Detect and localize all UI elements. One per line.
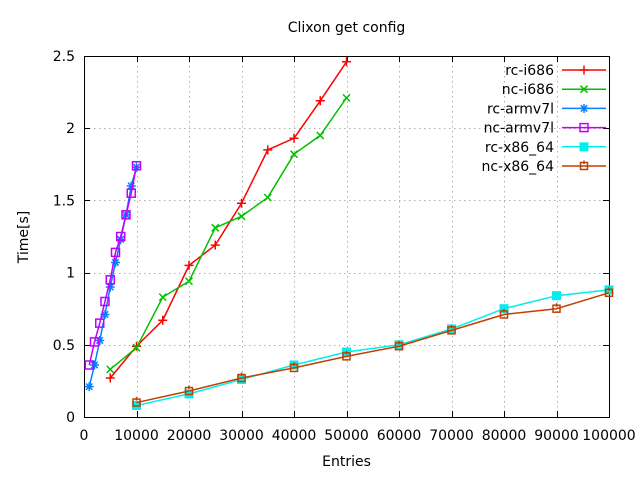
legend-item-nc-x86_64: nc-x86_64: [481, 159, 606, 175]
x-tick-label: 10000: [114, 428, 159, 444]
legend-label: nc-x86_64: [481, 159, 554, 175]
legend: rc-i686 nc-i686 rc-armv7l nc-armv7l rc-x86_6…: [481, 63, 606, 175]
marker-cross: [263, 193, 272, 202]
marker-square-open: [579, 122, 589, 133]
legend-item-nc-armv7l: nc-armv7l: [484, 121, 606, 137]
series-line-nc-x86_64: [136, 292, 610, 404]
marker-plus: [210, 240, 220, 250]
marker-asterisk: [111, 257, 120, 267]
marker-cross: [237, 212, 246, 221]
y-tick-label: 0.5: [53, 338, 75, 354]
axes: [84, 56, 610, 418]
marker-square-open: [110, 247, 121, 258]
series-nc-x86_64: [132, 287, 614, 407]
marker-plus: [105, 373, 115, 383]
x-tick-label: 20000: [167, 428, 212, 444]
marker-square-filled: [499, 304, 509, 314]
marker-asterisk: [95, 335, 105, 345]
marker-square-filled: [394, 340, 404, 350]
legend-label: rc-x86_64: [485, 140, 554, 156]
marker-cross: [132, 343, 141, 352]
legend-item-rc-armv7l: rc-armv7l: [487, 101, 606, 117]
marker-asterisk: [126, 181, 136, 191]
marker-plus: [315, 96, 325, 106]
y-tick-label: 0: [66, 410, 75, 426]
marker-plus: [579, 65, 589, 75]
legend-item-nc-i686: nc-i686: [502, 82, 606, 98]
series-nc-armv7l: [84, 160, 142, 370]
x-tick-label: 60000: [377, 428, 422, 444]
marker-asterisk: [84, 382, 94, 392]
marker-cross: [579, 85, 589, 94]
marker-asterisk: [100, 309, 110, 319]
y-tick-label: 2: [66, 121, 75, 137]
y-tick-label: 1: [66, 266, 75, 282]
series-nc-i686: [106, 93, 351, 374]
marker-plus: [289, 133, 299, 143]
legend-label: rc-armv7l: [487, 101, 554, 117]
marker-asterisk: [90, 360, 99, 370]
legend-item-rc-i686: rc-i686: [505, 63, 606, 79]
marker-square-open: [100, 296, 110, 307]
marker-square-open: [84, 360, 94, 370]
series-line-nc-armv7l: [88, 165, 138, 366]
marker-square-open: [126, 188, 136, 198]
legend-item-rc-x86_64: rc-x86_64: [485, 140, 606, 156]
marker-square-filled: [237, 374, 246, 384]
marker-square-filled: [552, 291, 561, 301]
marker-square-open: [121, 210, 131, 220]
series-line-rc-x86_64: [136, 289, 610, 407]
marker-plus: [184, 260, 194, 270]
marker-square-filled: [579, 142, 589, 152]
marker-square-open: [105, 275, 115, 285]
marker-asterisk: [105, 282, 115, 292]
marker-cross: [342, 93, 351, 102]
marker-square-open: [116, 231, 126, 242]
gridlines: [84, 56, 609, 417]
series-line-rc-i686: [109, 61, 348, 379]
marker-plus: [263, 145, 273, 155]
legend-label: rc-i686: [505, 63, 554, 79]
marker-square-open: [131, 160, 142, 171]
marker-cross: [316, 131, 325, 140]
y-tick-label: 1.5: [53, 193, 75, 209]
x-tick-label: 50000: [324, 428, 369, 444]
marker-plus: [237, 198, 246, 208]
x-tick-label: 80000: [482, 428, 527, 444]
x-tick-label: 100000: [582, 428, 635, 444]
x-tick-label: 40000: [272, 428, 317, 444]
legend-label: nc-armv7l: [484, 121, 554, 137]
marker-cross: [211, 223, 220, 232]
marker-plus: [342, 57, 351, 67]
tick-labels: 0 10000 20000 30000 40000 50000 60000 70000 8000…: [53, 49, 636, 444]
marker-cross: [289, 150, 299, 159]
marker-cross: [158, 293, 167, 302]
marker-asterisk: [579, 103, 589, 113]
series-rc-i686: [105, 57, 351, 383]
x-tick-label: 0: [80, 428, 89, 444]
marker-square-filled: [447, 324, 456, 334]
chart-title: Clixon get config: [287, 20, 406, 36]
x-tick-label: 30000: [219, 428, 264, 444]
marker-square-open: [89, 337, 100, 347]
marker-cross: [106, 365, 115, 374]
x-axis-label: Entries: [322, 454, 371, 470]
series-line-rc-armv7l: [88, 166, 138, 387]
series-rc-x86_64: [132, 285, 614, 410]
x-tick-label: 70000: [429, 428, 474, 444]
series-line-nc-i686: [109, 97, 348, 370]
x-tick-label: 90000: [534, 428, 579, 444]
marker-square-open: [95, 318, 105, 328]
legend-label: nc-i686: [502, 82, 554, 98]
marker-cross: [184, 277, 194, 286]
y-tick-label: 2.5: [53, 49, 75, 65]
marker-plus: [158, 315, 168, 325]
marker-asterisk: [116, 234, 126, 244]
